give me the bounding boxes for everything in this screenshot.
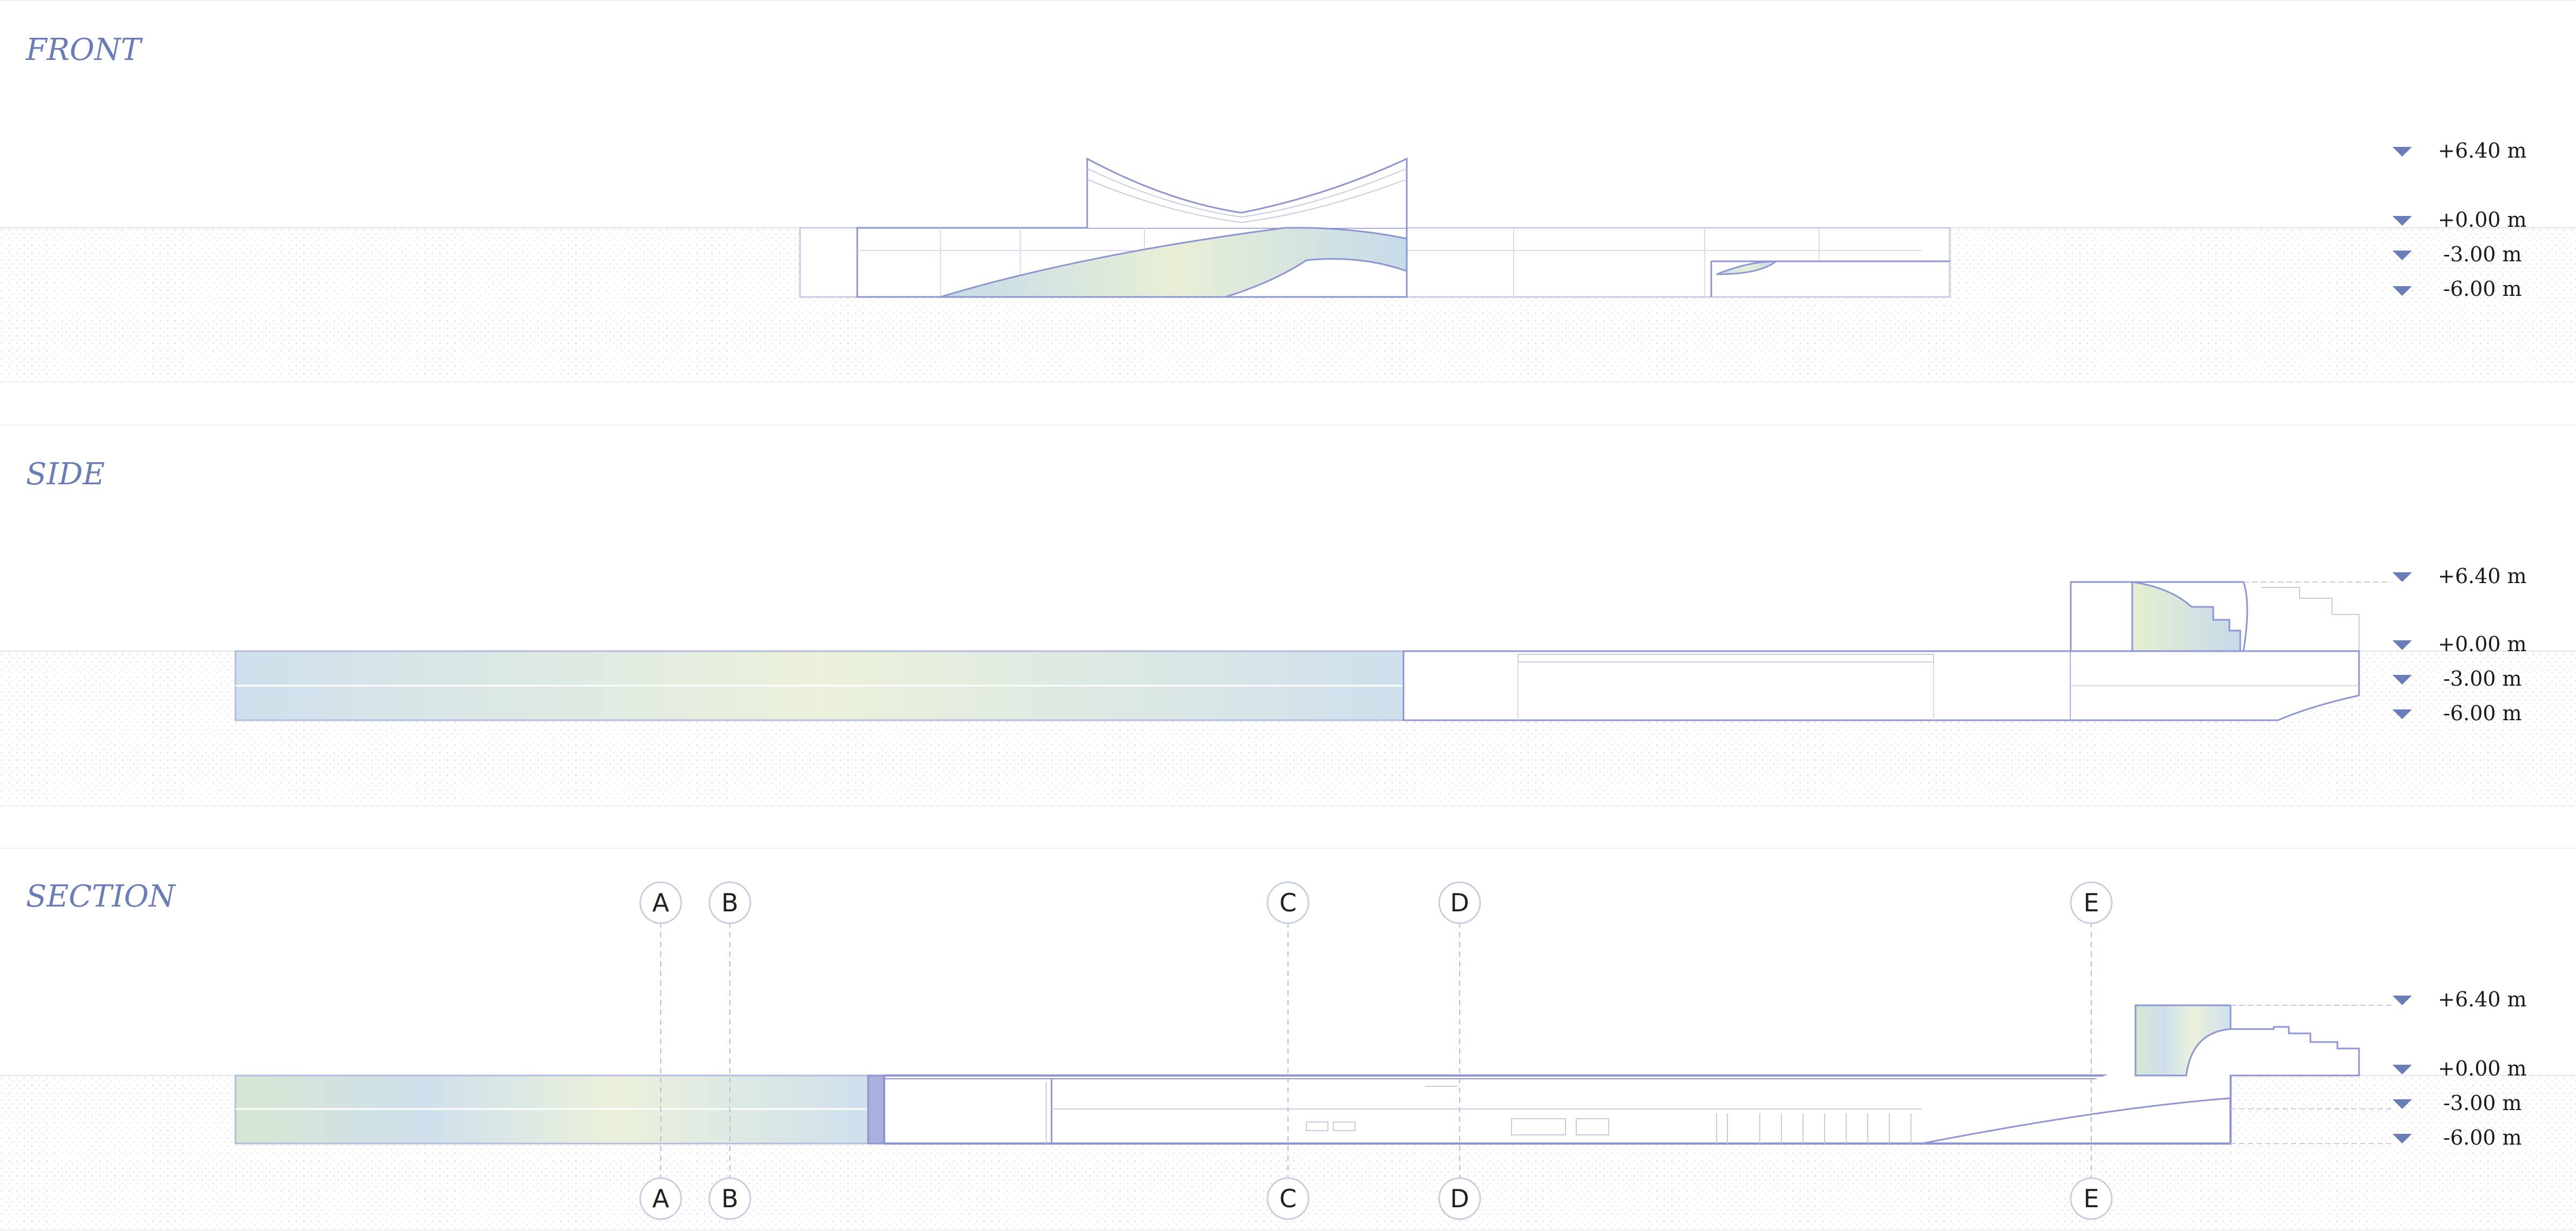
section-title: SECTION (26, 879, 175, 914)
grid-labels: A B C D E A B C D E (652, 888, 2099, 1213)
level-label: -6.00 m (2443, 277, 2522, 301)
grid-label-bottom: B (721, 1184, 738, 1213)
grid-label-top: D (1450, 888, 1469, 917)
side-level-markers: +6.40 m +0.00 m -3.00 m -6.00 m (2392, 564, 2527, 725)
grid-label-top: B (721, 888, 738, 917)
level-label: -3.00 m (2443, 667, 2522, 691)
level-label: +0.00 m (2438, 208, 2527, 232)
grid-label-bottom: A (652, 1184, 669, 1213)
grid-label-bottom: C (1279, 1184, 1297, 1213)
level-label: +0.00 m (2438, 632, 2527, 656)
grid-label-top: E (2083, 888, 2099, 917)
grid-label-top: A (652, 888, 669, 917)
grid-label-bottom: D (1450, 1184, 1469, 1213)
level-label: +6.40 m (2438, 564, 2527, 588)
section-building-outline (234, 1004, 2391, 1145)
grid-axis-lines (660, 903, 2092, 1178)
section-drawing: A B C D E A B C D E +6.40 m +0.00 m -3.0… (0, 881, 2576, 1230)
level-label: -3.00 m (2443, 242, 2522, 266)
grid-bubbles-bottom (639, 1177, 2113, 1220)
level-label: -6.00 m (2443, 1126, 2522, 1149)
level-label: -6.00 m (2443, 701, 2522, 725)
front-elevation-drawing: +6.40 m +0.00 m -3.00 m -6.00 m (0, 139, 2576, 381)
grid-bubbles-top (639, 881, 2113, 924)
grid-label-bottom: E (2083, 1184, 2099, 1213)
front-level-markers: +6.40 m +0.00 m -3.00 m -6.00 m (2392, 139, 2527, 301)
side-elevation-drawing: +6.40 m +0.00 m -3.00 m -6.00 m (0, 564, 2576, 806)
level-label: +6.40 m (2438, 139, 2527, 163)
section-panel: A B C D E A B C D E +6.40 m +0.00 m -3.0… (0, 848, 2576, 1231)
section-level-markers: +6.40 m +0.00 m -3.00 m -6.00 m (2392, 987, 2527, 1149)
side-elevation-panel: +6.40 m +0.00 m -3.00 m -6.00 m SIDE (0, 424, 2576, 807)
front-title: FRONT (26, 32, 141, 67)
level-label: +6.40 m (2438, 987, 2527, 1011)
side-building-outline (234, 581, 2391, 721)
side-title: SIDE (26, 457, 105, 492)
front-elevation-panel: +6.40 m +0.00 m -3.00 m -6.00 m FRONT (0, 0, 2576, 382)
grid-label-top: C (1279, 888, 1297, 917)
level-label: +0.00 m (2438, 1057, 2527, 1080)
front-building-outline (799, 157, 1951, 298)
level-label: -3.00 m (2443, 1091, 2522, 1115)
